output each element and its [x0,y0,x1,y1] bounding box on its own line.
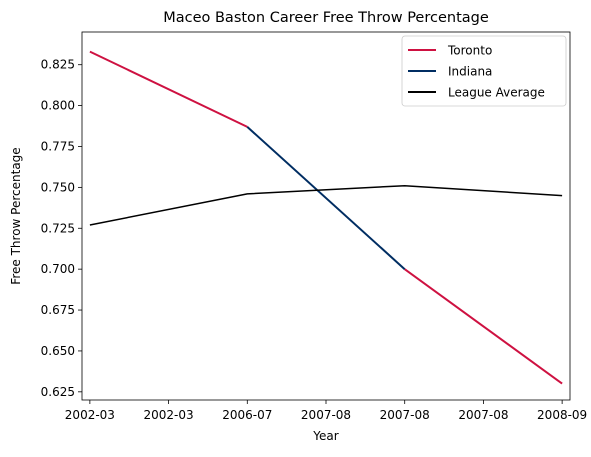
series-line-1-0 [246,126,406,270]
y-tick-label-7: 0.800 [41,99,75,113]
legend-label-2: League Average [448,86,545,100]
y-tick-label-4: 0.725 [41,221,75,235]
y-tick-label-2: 0.675 [41,303,75,317]
y-tick-label-3: 0.700 [41,262,75,276]
x-tick-label-0: 2002-03 [65,408,115,422]
x-tick-label-4: 2007-08 [380,408,430,422]
x-tick-label-5: 2007-08 [458,408,508,422]
chart-title: Maceo Baston Career Free Throw Percentag… [163,10,489,26]
legend: Toronto Indiana League Average [401,35,567,107]
plot-area: 0.625 0.650 0.675 0.700 0.725 0.750 0.775 0.800… [41,31,587,422]
y-tick-label-8: 0.825 [41,58,75,72]
y-axis-label: Free Throw Percentage [9,147,23,284]
series-line-2-0 [89,184,563,226]
legend-box [401,35,567,107]
x-tick-label-6: 2008-09 [537,408,587,422]
x-tick-label-2: 2006-07 [222,408,272,422]
y-tick-label-1: 0.650 [41,344,75,358]
y-tick-label-5: 0.750 [41,180,75,194]
series-line-0-0 [89,50,248,128]
x-tick-label-3: 2007-08 [301,408,351,422]
legend-label-1: Indiana [448,65,492,79]
y-tick-label-0: 0.625 [41,385,75,399]
x-axis-label: Year [312,429,338,443]
y-tick-label-6: 0.775 [41,139,75,153]
series-line-0-1 [404,268,563,385]
legend-label-0: Toronto [447,44,492,58]
x-tick-label-1: 2002-03 [144,408,194,422]
